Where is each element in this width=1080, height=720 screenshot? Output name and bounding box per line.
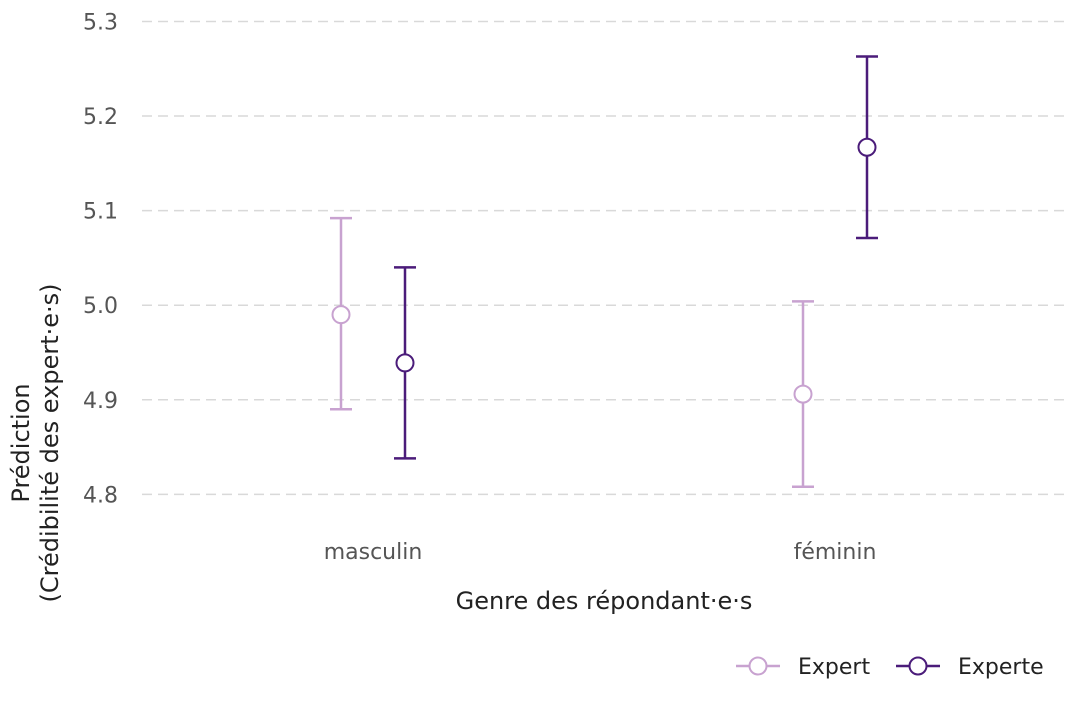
y-axis-title: Prédiction (Crédibilité des expert·e·s) bbox=[7, 283, 64, 602]
data-point bbox=[395, 353, 415, 373]
series-experte bbox=[394, 55, 878, 460]
gridlines bbox=[142, 20, 1066, 496]
data-point bbox=[331, 305, 351, 325]
y-tick-label: 5.2 bbox=[83, 105, 118, 130]
y-tick-labels: 4.8 4.9 5.0 5.1 5.2 5.3 bbox=[83, 10, 118, 508]
legend-item-expert: Expert bbox=[736, 655, 870, 680]
data-point bbox=[857, 137, 877, 157]
x-tick-label: masculin bbox=[324, 540, 423, 565]
y-tick-label: 4.8 bbox=[83, 483, 118, 508]
y-axis-title-line-2: (Crédibilité des expert·e·s) bbox=[36, 283, 64, 602]
data-point bbox=[793, 384, 813, 404]
y-tick-label: 5.0 bbox=[83, 294, 118, 319]
y-tick-label: 4.9 bbox=[83, 389, 118, 414]
x-tick-label: féminin bbox=[794, 540, 877, 565]
series-expert bbox=[330, 216, 814, 489]
legend-key-marker bbox=[908, 656, 928, 676]
y-tick-label: 5.3 bbox=[83, 10, 118, 35]
legend-key-marker bbox=[748, 656, 768, 676]
y-axis-title-line-1: Prédiction bbox=[7, 383, 35, 502]
legend-label: Expert bbox=[798, 655, 870, 680]
x-tick-labels: masculin féminin bbox=[324, 540, 877, 565]
y-tick-label: 5.1 bbox=[83, 200, 118, 225]
legend: Expert Experte bbox=[736, 655, 1044, 680]
legend-item-experte: Experte bbox=[896, 655, 1044, 680]
x-axis-title: Genre des répondant·e·s bbox=[456, 587, 753, 615]
data-series bbox=[330, 55, 878, 489]
legend-label: Experte bbox=[958, 655, 1044, 680]
